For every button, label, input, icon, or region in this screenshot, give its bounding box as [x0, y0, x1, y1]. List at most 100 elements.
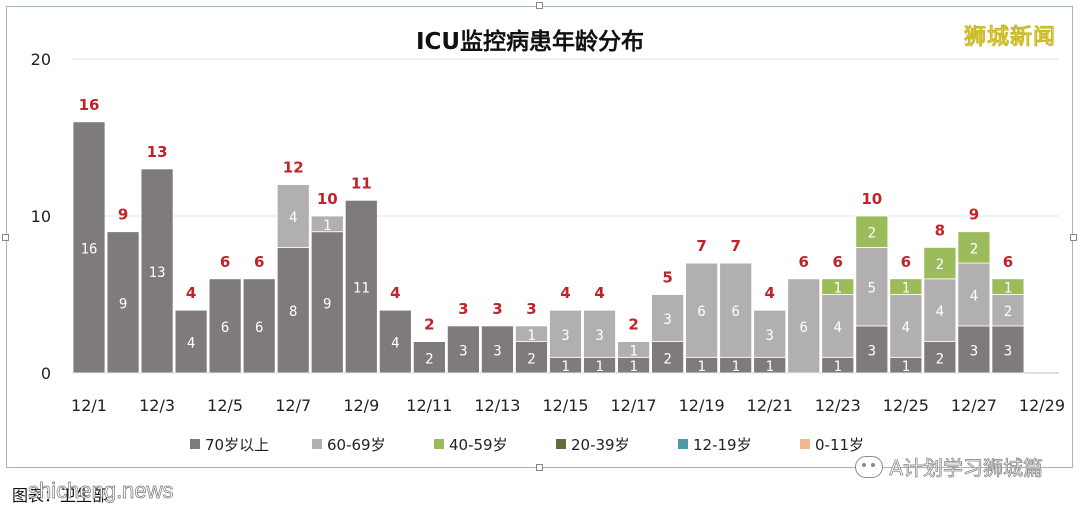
- segment-label: 1: [629, 359, 637, 375]
- bar-segment: [923, 278, 957, 342]
- total-label: 12: [283, 159, 304, 177]
- bar-segment: [617, 341, 650, 358]
- segment-label: 4: [902, 320, 910, 336]
- segment-label: 6: [697, 304, 705, 320]
- segment-label: 4: [289, 210, 297, 226]
- total-label: 9: [969, 206, 979, 224]
- bar-segment: [481, 325, 514, 374]
- segment-label: 5: [868, 281, 876, 297]
- segment-label: 6: [255, 320, 263, 336]
- total-label: 8: [935, 221, 945, 239]
- y-tick-label: 20: [31, 50, 51, 69]
- watermark: A计划学习狮城篇: [855, 452, 1043, 481]
- segment-label: 2: [425, 351, 433, 367]
- segment-label: 2: [663, 351, 671, 367]
- resize-handle-left[interactable]: [2, 234, 9, 241]
- segment-label: 3: [561, 328, 569, 344]
- total-label: 5: [662, 269, 672, 287]
- x-tick-label: 12/15: [542, 396, 588, 415]
- bar-segment: [446, 325, 480, 374]
- segment-label: 1: [561, 359, 569, 375]
- segment-label: 3: [459, 343, 467, 359]
- bar-segment: [242, 278, 276, 374]
- segment-label: 1: [1004, 281, 1012, 297]
- brand-logo: 狮城新闻: [963, 25, 1056, 50]
- legend-swatch: [678, 439, 688, 449]
- segment-label: 3: [1004, 343, 1012, 359]
- total-label: 11: [351, 174, 372, 192]
- y-tick-label: 0: [41, 364, 51, 383]
- resize-handle-top[interactable]: [536, 2, 543, 9]
- segment-label: 1: [527, 328, 535, 344]
- legend-swatch: [556, 439, 566, 449]
- bar-segment: [821, 278, 855, 295]
- bar-segment: [344, 199, 378, 374]
- total-label: 6: [799, 253, 809, 271]
- total-label: 9: [118, 206, 128, 224]
- bar-segment: [276, 184, 310, 248]
- bar-segment: [787, 278, 821, 374]
- total-label: 16: [79, 96, 100, 114]
- total-label: 4: [390, 284, 400, 302]
- segment-label: 1: [595, 359, 603, 375]
- segment-label: 1: [902, 281, 910, 297]
- bar-segment: [140, 168, 174, 374]
- x-tick-label: 12/19: [679, 396, 725, 415]
- x-tick-label: 12/21: [747, 396, 793, 415]
- resize-handle-bottom[interactable]: [536, 464, 543, 471]
- watermark-text: A计划学习狮城篇: [889, 456, 1043, 481]
- segment-label: 1: [765, 359, 773, 375]
- total-label: 10: [861, 190, 882, 208]
- chart-title: ICU监控病患年龄分布: [416, 28, 644, 55]
- x-tick-label: 12/29: [1019, 396, 1065, 415]
- segment-label: 2: [970, 241, 978, 257]
- bar-segment: [821, 294, 855, 358]
- segment-label: 1: [834, 281, 842, 297]
- wechat-icon: [855, 455, 884, 478]
- bar-segment: [685, 262, 719, 358]
- segment-label: 3: [493, 343, 501, 359]
- total-label: 2: [424, 316, 434, 334]
- x-tick-label: 12/7: [275, 396, 311, 415]
- total-label: 13: [147, 143, 168, 161]
- resize-handle-right[interactable]: [1070, 234, 1077, 241]
- bar-segment: [991, 278, 1025, 295]
- bar-segment: [923, 246, 957, 280]
- total-label: 6: [254, 253, 264, 271]
- segment-label: 6: [221, 320, 229, 336]
- x-tick-label: 12/9: [343, 396, 379, 415]
- segment-label: 1: [902, 359, 910, 375]
- total-label: 10: [317, 190, 338, 208]
- segment-label: 6: [800, 320, 808, 336]
- segment-label: 6: [731, 304, 739, 320]
- bar-segment: [855, 325, 889, 374]
- legend-label: 70岁以上: [205, 436, 269, 454]
- bar-segment: [310, 215, 344, 233]
- bar-segment: [651, 341, 685, 374]
- x-tick-label: 12/17: [611, 396, 657, 415]
- segment-label: 3: [868, 343, 876, 359]
- total-label: 7: [696, 237, 706, 255]
- x-tick-label: 12/27: [951, 396, 997, 415]
- segment-label: 2: [936, 351, 944, 367]
- x-tick-label: 12/5: [207, 396, 243, 415]
- total-label: 3: [492, 300, 502, 318]
- segment-label: 4: [391, 336, 399, 352]
- total-label: 4: [560, 284, 570, 302]
- total-label: 4: [594, 284, 604, 302]
- bar-segment: [991, 294, 1025, 327]
- segment-label: 16: [81, 241, 98, 257]
- segment-label: 2: [868, 226, 876, 242]
- bar-segment: [412, 341, 446, 374]
- segment-label: 4: [970, 289, 978, 305]
- bar-segment: [991, 325, 1025, 374]
- total-label: 4: [186, 284, 196, 302]
- bar-segment: [719, 262, 753, 358]
- bar-segment: [515, 325, 548, 342]
- bar-segment: [889, 278, 923, 295]
- x-tick-label: 12/23: [815, 396, 861, 415]
- y-tick-label: 10: [31, 207, 51, 226]
- legend-swatch: [312, 439, 322, 449]
- bar-segment: [310, 231, 344, 374]
- legend-label: 40-59岁: [449, 436, 508, 454]
